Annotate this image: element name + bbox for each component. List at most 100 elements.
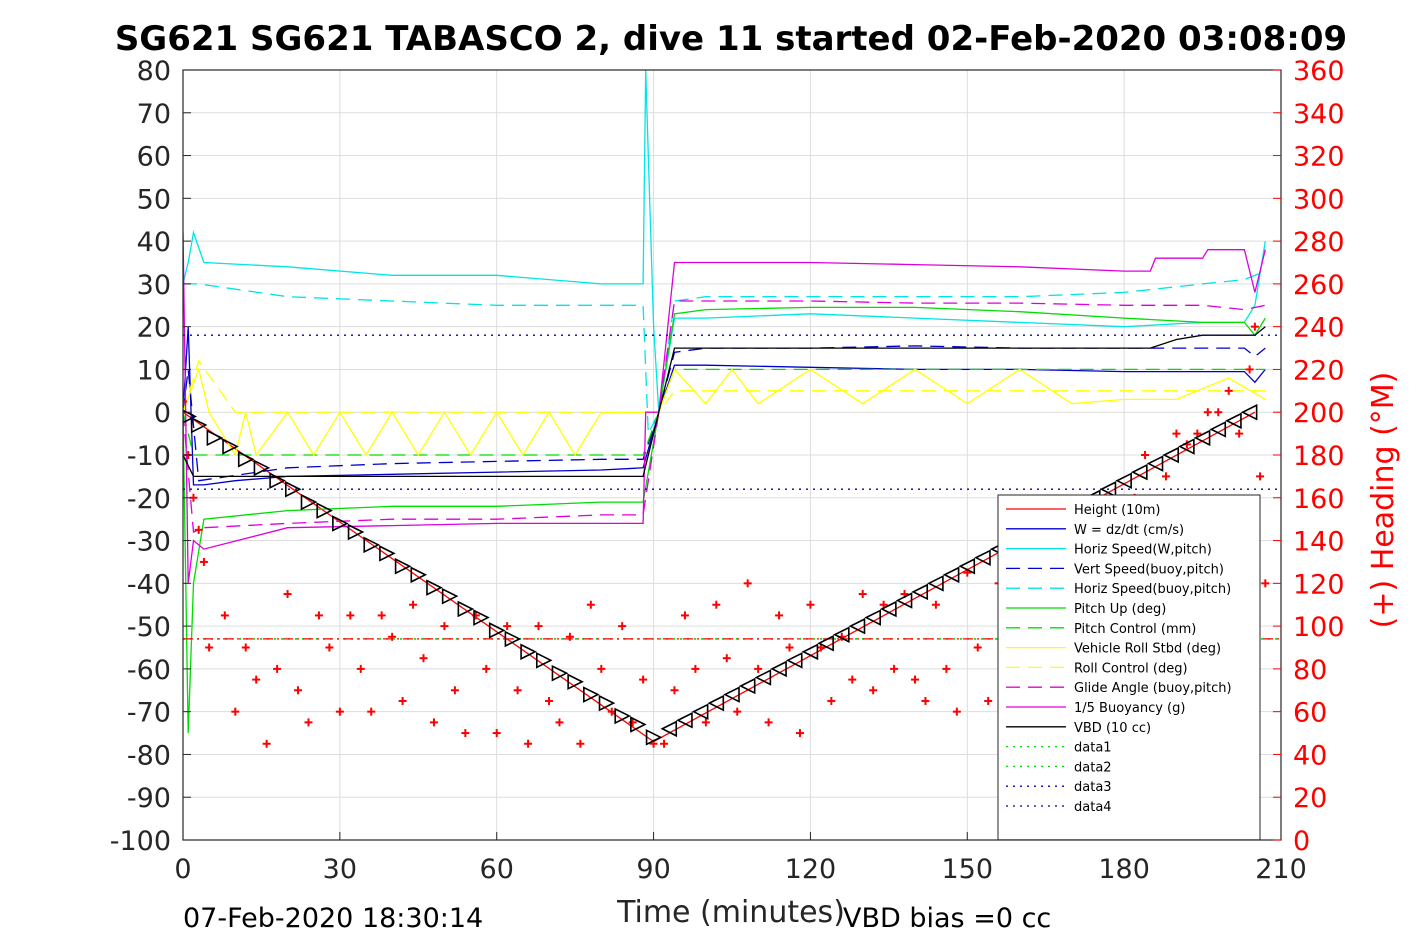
depth-marker — [535, 652, 553, 669]
y2-tick-label: 0 — [1293, 826, 1310, 857]
y2-tick-label: 280 — [1293, 227, 1345, 258]
series-10-line — [183, 232, 1266, 584]
depth-marker — [754, 669, 772, 686]
heading-point — [639, 675, 648, 684]
heading-point — [670, 686, 679, 695]
series-5-line — [183, 306, 1266, 734]
depth-marker — [457, 600, 475, 618]
depth-marker — [785, 652, 803, 669]
series-1-line — [183, 326, 1266, 486]
heading-point — [586, 600, 595, 609]
heading-point — [795, 729, 804, 738]
depth-marker — [504, 630, 522, 648]
heading-point — [942, 664, 951, 673]
depth-marker — [630, 716, 647, 733]
y-tick-label: -10 — [127, 441, 171, 472]
y-tick-label: 40 — [137, 227, 171, 258]
legend-label: W = dz/dt (cm/s) — [1074, 523, 1184, 538]
depth-marker — [958, 557, 976, 575]
y-tick-label: -70 — [127, 698, 171, 729]
depth-marker — [817, 634, 834, 652]
heading-point — [1172, 429, 1181, 438]
heading-point — [691, 664, 700, 673]
depth-marker — [394, 557, 412, 575]
heading-point — [628, 718, 637, 727]
depth-marker — [707, 694, 725, 712]
y-tick-label: -40 — [127, 569, 171, 600]
depth-marker — [332, 515, 349, 532]
depth-marker — [269, 472, 286, 489]
y-tick-label: 30 — [137, 270, 171, 301]
heading-point — [241, 643, 250, 652]
depth-marker — [1178, 438, 1195, 455]
heading-point — [304, 718, 313, 727]
y-tick-label: -80 — [127, 740, 171, 771]
y2-tick-label: 80 — [1293, 655, 1327, 686]
depth-marker — [488, 622, 506, 639]
heading-point — [848, 675, 857, 684]
depth-marker — [206, 429, 224, 447]
depth-marker — [1131, 463, 1148, 481]
depth-marker — [1115, 472, 1132, 489]
heading-point — [335, 707, 344, 716]
y-tick-label: 0 — [154, 398, 171, 429]
depth-marker — [1225, 412, 1242, 430]
heading-point — [524, 739, 533, 748]
y2-tick-label: 40 — [1293, 740, 1327, 771]
heading-point — [754, 664, 763, 673]
heading-point — [722, 654, 731, 663]
depth-marker — [723, 686, 740, 703]
heading-point — [388, 632, 397, 641]
heading-point — [220, 611, 229, 620]
y2-tick-label: 60 — [1293, 698, 1327, 729]
depth-marker — [379, 545, 396, 562]
heading-point — [565, 632, 574, 641]
legend-label: Glide Angle (buoy,pitch) — [1074, 681, 1232, 696]
depth-marker — [347, 523, 365, 541]
heading-point — [252, 675, 261, 684]
heading-point — [409, 600, 418, 609]
heading-point — [858, 590, 867, 599]
depth-marker — [691, 703, 709, 720]
chart-title: SG621 SG621 TABASCO 2, dive 11 started 0… — [115, 19, 1347, 59]
depth-marker — [895, 592, 913, 609]
y2-tick-label: 100 — [1293, 612, 1345, 643]
depth-marker — [237, 450, 255, 468]
heading-point — [440, 622, 449, 631]
depth-marker — [190, 416, 208, 434]
depth-marker — [942, 566, 960, 584]
x-tick-label: 30 — [323, 854, 357, 885]
x-tick-label: 210 — [1255, 854, 1307, 885]
heading-point — [183, 397, 187, 406]
heading-point — [199, 557, 208, 566]
depth-marker — [284, 480, 302, 498]
depth-marker — [426, 579, 443, 596]
heading-point — [712, 600, 721, 609]
y2-tick-label: 240 — [1293, 313, 1345, 344]
y2-tick-label: 140 — [1293, 527, 1345, 558]
y2-tick-label: 200 — [1293, 398, 1345, 429]
heading-point — [911, 675, 919, 684]
x-axis-label: Time (minutes) — [616, 895, 845, 930]
heading-point — [775, 611, 784, 620]
y2-tick-label: 20 — [1293, 783, 1327, 814]
heading-point — [356, 664, 365, 673]
y-tick-label: 70 — [137, 99, 171, 130]
heading-point — [680, 611, 689, 620]
heading-point — [367, 707, 376, 716]
heading-point — [1214, 408, 1223, 417]
heading-point — [314, 611, 323, 620]
y2-tick-label: 340 — [1293, 99, 1345, 130]
heading-point — [701, 718, 710, 727]
series-7-line — [183, 367, 1266, 457]
heading-point — [450, 686, 459, 695]
series-4-line — [183, 270, 1266, 434]
legend-label: Pitch Up (deg) — [1074, 602, 1166, 617]
legend-label: data4 — [1074, 800, 1112, 815]
depth-marker — [253, 459, 271, 477]
heading-point — [534, 622, 543, 631]
y-tick-label: -60 — [127, 655, 171, 686]
heading-point — [952, 707, 961, 716]
depth-marker — [660, 720, 678, 738]
